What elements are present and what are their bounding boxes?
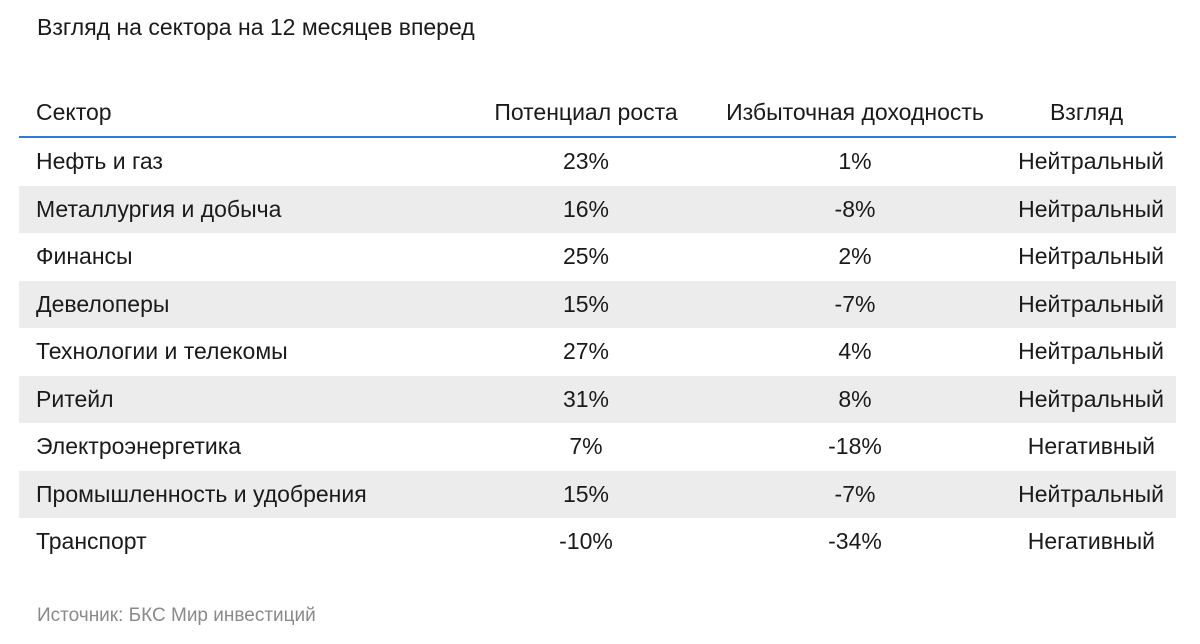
- cell-view: Нейтральный: [1018, 385, 1164, 412]
- cell-sector: Металлургия и добыча: [36, 195, 282, 222]
- cell-potential: 23%: [562, 148, 610, 175]
- cell-potential: 16%: [562, 195, 610, 222]
- table-row: Девелоперы 15% -7% Нейтральный: [19, 280, 1176, 328]
- cell-view: Нейтральный: [1018, 290, 1164, 317]
- cell-potential: 15%: [562, 290, 610, 317]
- table-row: Ритейл 31% 8% Нейтральный: [19, 375, 1176, 423]
- cell-excess: -34%: [828, 528, 882, 555]
- table-row: Технологии и телекомы 27% 4% Нейтральный: [19, 328, 1176, 376]
- page-title: Взгляд на сектора на 12 месяцев вперед: [37, 14, 475, 40]
- table-row: Транспорт -10% -34% Негативный: [19, 518, 1176, 566]
- cell-potential: 31%: [562, 385, 610, 412]
- source-note: Источник: БКС Мир инвестиций: [37, 605, 316, 626]
- cell-sector: Финансы: [36, 243, 133, 270]
- table-row: Электроэнергетика 7% -18% Негативный: [19, 423, 1176, 471]
- cell-excess: -7%: [834, 290, 876, 317]
- cell-view: Нейтральный: [1018, 195, 1164, 222]
- cell-sector: Ритейл: [36, 385, 114, 412]
- cell-sector: Транспорт: [36, 528, 147, 555]
- table-row: Нефть и газ 23% 1% Нейтральный: [19, 138, 1176, 186]
- cell-potential: 7%: [569, 433, 603, 460]
- header-potential: Потенциал роста: [494, 98, 678, 125]
- cell-view: Негативный: [1027, 433, 1155, 460]
- cell-sector: Девелоперы: [36, 290, 170, 317]
- cell-potential: 27%: [562, 338, 610, 365]
- cell-sector: Промышленность и удобрения: [36, 480, 367, 507]
- cell-excess: -8%: [834, 195, 876, 222]
- sector-outlook-table: Сектор Потенциал роста Избыточная доходн…: [19, 88, 1176, 566]
- header-view: Взгляд: [1049, 98, 1124, 125]
- cell-potential: 25%: [562, 243, 610, 270]
- cell-excess: 1%: [838, 148, 872, 175]
- cell-view: Негативный: [1027, 528, 1155, 555]
- cell-excess: 2%: [838, 243, 872, 270]
- cell-excess: -7%: [834, 480, 876, 507]
- cell-view: Нейтральный: [1018, 480, 1164, 507]
- header-excess: Избыточная доходность: [726, 98, 984, 125]
- cell-excess: 8%: [838, 385, 872, 412]
- table-row: Финансы 25% 2% Нейтральный: [19, 233, 1176, 281]
- table-row: Металлургия и добыча 16% -8% Нейтральный: [19, 185, 1176, 233]
- cell-potential: 15%: [562, 480, 610, 507]
- cell-excess: 4%: [838, 338, 872, 365]
- table-header: Сектор Потенциал роста Избыточная доходн…: [19, 88, 1176, 138]
- cell-view: Нейтральный: [1018, 148, 1164, 175]
- header-sector: Сектор: [36, 98, 112, 125]
- table-row: Промышленность и удобрения 15% -7% Нейтр…: [19, 470, 1176, 518]
- cell-excess: -18%: [828, 433, 882, 460]
- cell-sector: Технологии и телекомы: [36, 338, 288, 365]
- cell-sector: Нефть и газ: [36, 148, 163, 175]
- cell-view: Нейтральный: [1018, 338, 1164, 365]
- cell-view: Нейтральный: [1018, 243, 1164, 270]
- cell-sector: Электроэнергетика: [36, 433, 242, 460]
- cell-potential: -10%: [559, 528, 613, 555]
